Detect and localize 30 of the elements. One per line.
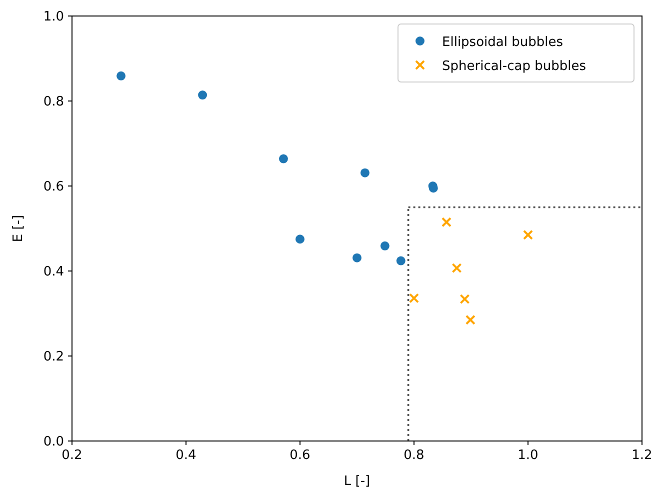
point [441,217,452,228]
point [278,154,288,164]
x-tick-label: 0.2 [62,448,82,463]
point [409,293,419,304]
y-tick-label: 0.2 [43,350,64,364]
x-tick-label: 0.6 [290,448,310,463]
point [465,314,476,325]
x-tick-label: 0.4 [176,448,196,463]
y-tick-label: 0.8 [43,94,64,110]
point [198,90,208,100]
y-axis-title: E [-] [11,214,26,242]
x-tick-label: 1.0 [518,448,538,463]
point [460,294,470,304]
point [116,71,126,80]
point [360,168,370,178]
point [296,234,304,244]
y-tick-label: 0.0 [43,434,64,450]
x-tick-label: 0.8 [404,448,424,463]
legend-label: Ellipsoidal bubbles [442,35,564,50]
point [396,256,406,266]
y-tick-label: 1.0 [43,10,64,24]
legend-label: Spherical-cap bubbles [442,59,586,74]
y-tick-label: 0.4 [43,264,64,280]
point [523,230,533,240]
point [352,253,362,262]
x-axis-title: L [-] [344,474,370,489]
point [380,241,390,250]
point [452,263,462,274]
y-tick-label: 0.6 [43,180,64,194]
x-tick-label: 1.2 [632,448,652,463]
